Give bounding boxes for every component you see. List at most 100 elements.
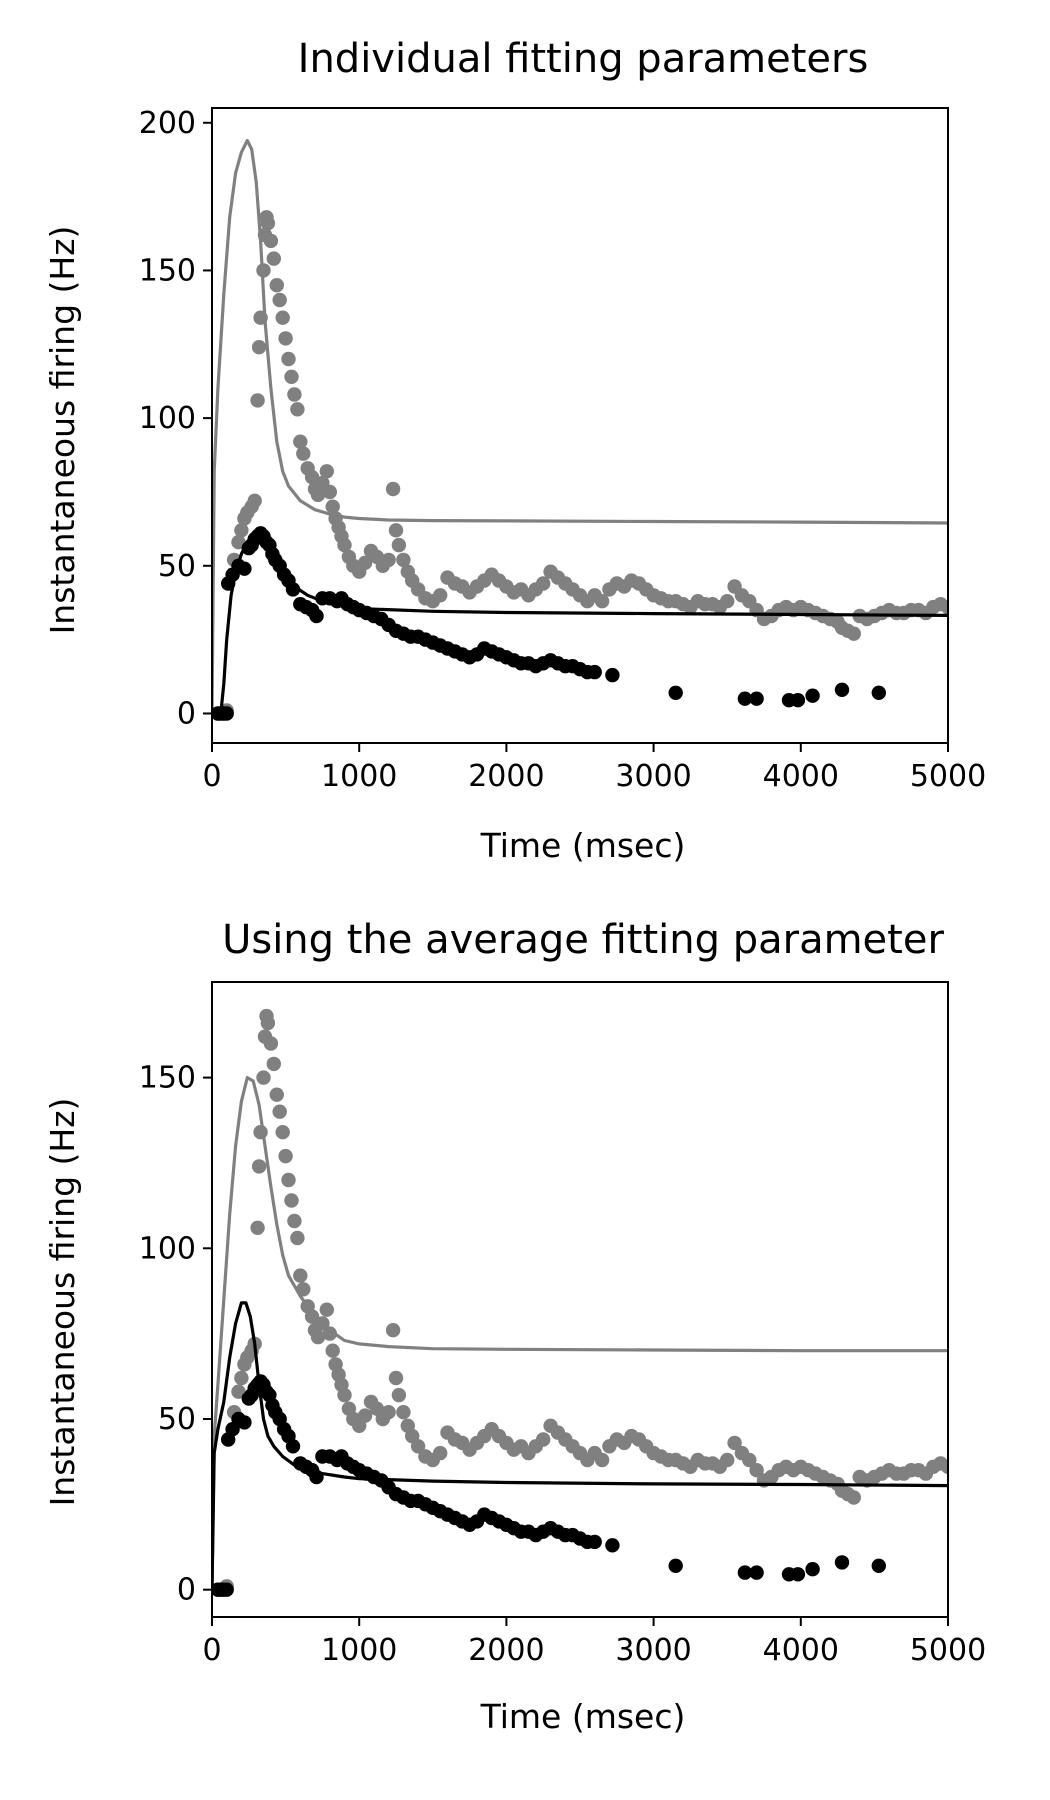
bottom-series-1-point-50 (385, 1323, 401, 1338)
bottom-series-3-point-7 (237, 1415, 252, 1430)
bottom-series-1-point-56 (410, 1439, 426, 1454)
bottom-series-1-point-37 (325, 1343, 340, 1358)
bottom-series-1-point-101 (742, 1452, 757, 1468)
top-y-tick-label-3: 150 (139, 253, 196, 288)
bottom-series-1-point-34 (315, 1316, 330, 1331)
top-series-3-point-7 (237, 561, 252, 576)
top-series-3-point-3 (219, 706, 234, 721)
bottom-y-tick-label-1: 50 (158, 1402, 196, 1437)
bottom-data-layer (212, 1008, 948, 1597)
top-series-1-point-29 (296, 446, 311, 461)
top-series-1-point-24 (281, 351, 296, 367)
bottom-x-tick-label-2: 2000 (468, 1633, 544, 1668)
top-series-3-point-21 (285, 582, 301, 597)
top-series-1-point-51 (388, 523, 404, 538)
bottom-series-3-point-3 (219, 1582, 234, 1597)
bottom-series-1-point-73 (536, 1432, 551, 1447)
bottom-x-tick-label-1: 1000 (321, 1633, 397, 1668)
bottom-chart-title: Using the average fitting parameter (222, 917, 944, 963)
bottom-series-1-point-116 (846, 1490, 861, 1505)
bottom-series-1-point-51 (388, 1370, 404, 1386)
top-series-1-point-20 (269, 278, 284, 293)
bottom-series-1-point-22 (275, 1125, 290, 1140)
bottom-series-3-point-66 (668, 1558, 683, 1574)
bottom-series-1-point-53 (396, 1405, 411, 1420)
bottom-series-1-point-129 (940, 1459, 948, 1474)
bottom-y-axis-label: Instantaneous firing (Hz) (43, 1098, 82, 1507)
top-y-tick-label-1: 50 (158, 549, 196, 584)
bottom-series-1-point-17 (260, 1015, 276, 1031)
top-series-1-point-53 (396, 552, 411, 568)
bottom-series-3-point-70 (790, 1567, 806, 1582)
bottom-series-3-point-68 (749, 1565, 764, 1580)
top-x-axis-label: Time (msec) (480, 826, 686, 865)
top-series-3-point-67 (737, 691, 753, 706)
bottom-series-1-point-12 (251, 1159, 267, 1174)
top-x-tick-label-1: 1000 (321, 759, 397, 794)
top-series-1-point-49 (381, 552, 396, 568)
top-series-3-point-70 (790, 693, 806, 708)
bottom-series-1-point-99 (727, 1435, 742, 1451)
top-series-1-point-28 (293, 434, 308, 449)
top-series-1-point-59 (433, 588, 448, 603)
top-x-tick-label-5: 5000 (910, 759, 986, 794)
top-series-1-point-17 (260, 216, 276, 231)
bottom-y-tick-label-2: 100 (139, 1231, 196, 1266)
top-x-tick-label-0: 0 (202, 759, 221, 794)
bottom-series-1-point-27 (290, 1230, 305, 1246)
top-series-1-point-52 (391, 537, 407, 553)
bottom-x-axis-label: Time (msec) (480, 1697, 686, 1736)
bottom-series-1-point-49 (381, 1405, 396, 1420)
bottom-series-0-line (212, 1076, 948, 1590)
bottom-x-tick-label-4: 4000 (763, 1633, 839, 1668)
top-series-1-point-19 (266, 251, 281, 266)
top-y-axis-label: Instantaneous firing (Hz) (43, 226, 82, 635)
top-x-tick-label-4: 4000 (763, 759, 839, 794)
top-series-0-line (212, 138, 948, 714)
panel-top: Individual fitting parameters Instantane… (43, 36, 986, 865)
top-data-layer (212, 138, 948, 721)
bottom-series-3-point-72 (834, 1555, 850, 1570)
bottom-series-3-point-25 (309, 1469, 324, 1485)
bottom-series-1-point-36 (322, 1326, 337, 1341)
bottom-x-tick-label-0: 0 (202, 1633, 221, 1668)
top-series-1-point-26 (287, 387, 302, 402)
top-series-1-point-81 (594, 594, 610, 609)
top-series-1-point-98 (720, 594, 735, 609)
top-series-1-point-45 (357, 555, 373, 570)
bottom-series-1-point-5 (231, 1384, 246, 1399)
bottom-x-tick-label-5: 5000 (910, 1633, 986, 1668)
top-series-3-point-25 (309, 608, 324, 624)
bottom-series-3-point-67 (737, 1565, 753, 1580)
top-series-1-point-6 (234, 523, 249, 538)
top-series-3-point-66 (668, 685, 683, 700)
bottom-series-1-point-6 (234, 1370, 249, 1386)
top-x-tick-label-2: 2000 (468, 759, 544, 794)
bottom-x-tick-label-3: 3000 (615, 1633, 691, 1668)
bottom-series-1-point-31 (304, 1309, 320, 1324)
bottom-plot-area: 0 1000 2000 3000 4000 5000 0 50 100 150 (139, 981, 986, 1668)
bottom-series-1-point-33 (310, 1329, 326, 1345)
top-y-tick-label-0: 0 (177, 696, 196, 731)
bottom-series-1-point-28 (293, 1268, 308, 1283)
top-y-tick-label-4: 200 (139, 106, 196, 141)
bottom-y-tick-label-0: 0 (177, 1573, 196, 1608)
top-series-1-point-27 (290, 402, 305, 417)
top-series-1-point-11 (250, 393, 265, 408)
bottom-series-1-point-45 (357, 1408, 373, 1423)
top-series-1-point-116 (846, 626, 861, 641)
bottom-series-2-line (212, 1301, 948, 1590)
bottom-series-1-point-59 (433, 1445, 448, 1461)
top-axes-frame (211, 107, 949, 744)
top-series-1-point-13 (253, 310, 268, 325)
top-series-1-point-14 (256, 263, 271, 278)
top-series-3-point-71 (805, 688, 820, 703)
bottom-series-1-point-11 (250, 1220, 265, 1236)
bottom-series-1-point-18 (263, 1036, 279, 1051)
top-series-1-point-25 (284, 369, 299, 384)
top-series-3-point-72 (834, 682, 850, 697)
top-y-tick-label-2: 100 (139, 401, 196, 436)
bottom-series-3-point-21 (285, 1439, 301, 1454)
top-series-1-point-35 (319, 464, 334, 479)
